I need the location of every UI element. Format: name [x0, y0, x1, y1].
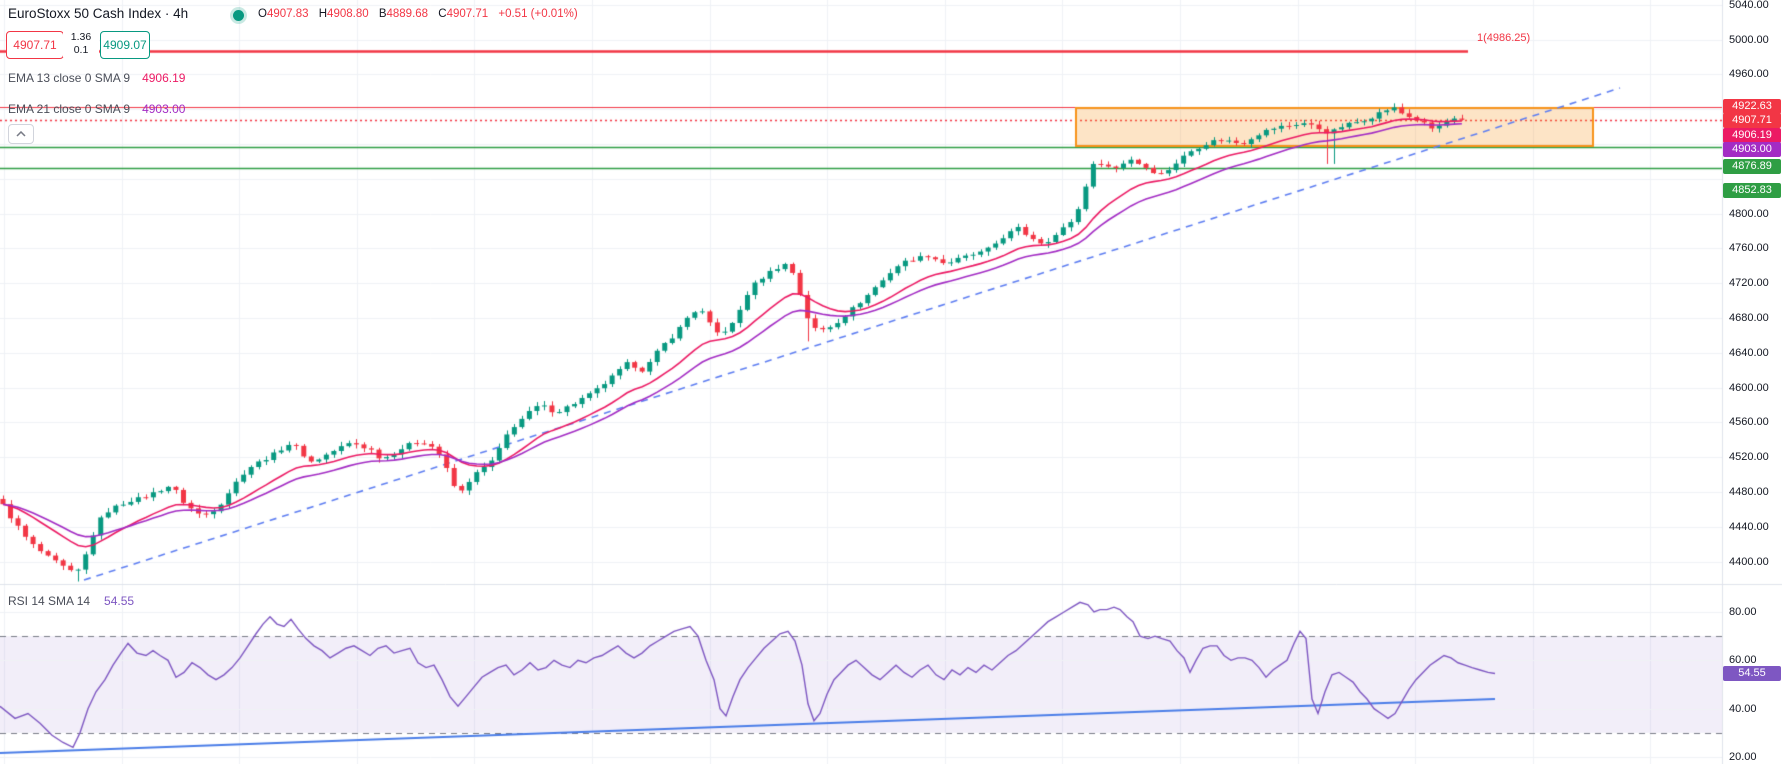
spread-readout: 1.36 0.1 — [63, 31, 99, 57]
price-axis-tick: 4960.00 — [1729, 68, 1769, 81]
price-axis-tick: 4440.00 — [1729, 520, 1769, 533]
ohlc-readout: O4907.83 H4908.80 B4889.68 C4907.71 +0.5… — [258, 8, 578, 20]
price-level-label: 4903.00 — [1723, 142, 1781, 157]
price-axis-tick: 4600.00 — [1729, 381, 1769, 394]
low-value: 4889.68 — [386, 8, 429, 20]
price-axis-tick: 4560.00 — [1729, 416, 1769, 429]
buy-price-tag[interactable]: 4909.07 — [100, 31, 150, 59]
close-label: C — [438, 8, 447, 20]
spread-points: 1.36 — [70, 31, 92, 43]
close-value: 4907.71 — [446, 8, 489, 20]
price-axis-tick: 5000.00 — [1729, 33, 1769, 46]
ema13-label: EMA 13 close 0 SMA 9 — [8, 71, 131, 85]
high-label: H — [318, 8, 328, 20]
price-level-label: 4922.63 — [1723, 98, 1781, 114]
change-value: +0.51 (+0.01%) — [498, 8, 578, 20]
market-open-icon — [233, 10, 244, 21]
ema13-value: 4906.19 — [142, 71, 186, 85]
price-axis-tick: 4640.00 — [1729, 346, 1769, 359]
ema21-label: EMA 21 close 0 SMA 9 — [8, 102, 131, 116]
price-axis-tick: 4800.00 — [1729, 207, 1769, 220]
price-axis-tick: 4480.00 — [1729, 485, 1769, 498]
spread-percent: 0.1 — [73, 44, 89, 56]
open-label: O — [258, 8, 267, 20]
price-axis-tick: 4720.00 — [1729, 277, 1769, 290]
rsi-axis-tick: 60.00 — [1729, 654, 1757, 667]
price-axis-tick: 5040.00 — [1729, 0, 1769, 11]
rsi-axis-tick: 20.00 — [1729, 751, 1757, 763]
ema13-indicator-row[interactable]: EMA 13 close 0 SMA 9 4906.19 — [8, 71, 185, 85]
low-label: B — [378, 8, 387, 20]
collapse-indicators-button[interactable] — [8, 124, 34, 144]
rsi-value-label: 54.55 — [1723, 666, 1781, 681]
price-axis-tick: 4520.00 — [1729, 451, 1769, 464]
fib-level-label[interactable]: 1(4986.25) — [1477, 32, 1531, 44]
open-value: 4907.83 — [266, 8, 309, 20]
price-level-label: 4852.83 — [1723, 182, 1781, 198]
price-axis-tick: 4680.00 — [1729, 311, 1769, 324]
price-level-label: 4907.71 — [1723, 113, 1781, 128]
chevron-up-icon — [16, 131, 26, 137]
price-level-label: 4876.89 — [1723, 158, 1781, 174]
price-axis-tick: 4760.00 — [1729, 242, 1769, 255]
sell-price-tag[interactable]: 4907.71 — [6, 31, 64, 59]
rsi-indicator-row[interactable]: RSI 14 SMA 14 54.55 — [8, 594, 134, 608]
price-level-label: 4906.19 — [1723, 127, 1781, 143]
price-axis-tick: 4400.00 — [1729, 555, 1769, 568]
high-value: 4908.80 — [327, 8, 369, 20]
rsi-axis-tick: 80.00 — [1729, 606, 1757, 618]
rsi-axis-tick: 40.00 — [1729, 702, 1757, 715]
ema21-indicator-row[interactable]: EMA 21 close 0 SMA 9 4903.00 — [8, 102, 185, 116]
symbol-title[interactable]: EuroStoxx 50 Cash Index · 4h — [8, 6, 189, 21]
ema21-value: 4903.00 — [142, 102, 186, 116]
rsi-value: 54.55 — [104, 594, 135, 608]
rsi-label: RSI 14 SMA 14 — [8, 594, 91, 608]
